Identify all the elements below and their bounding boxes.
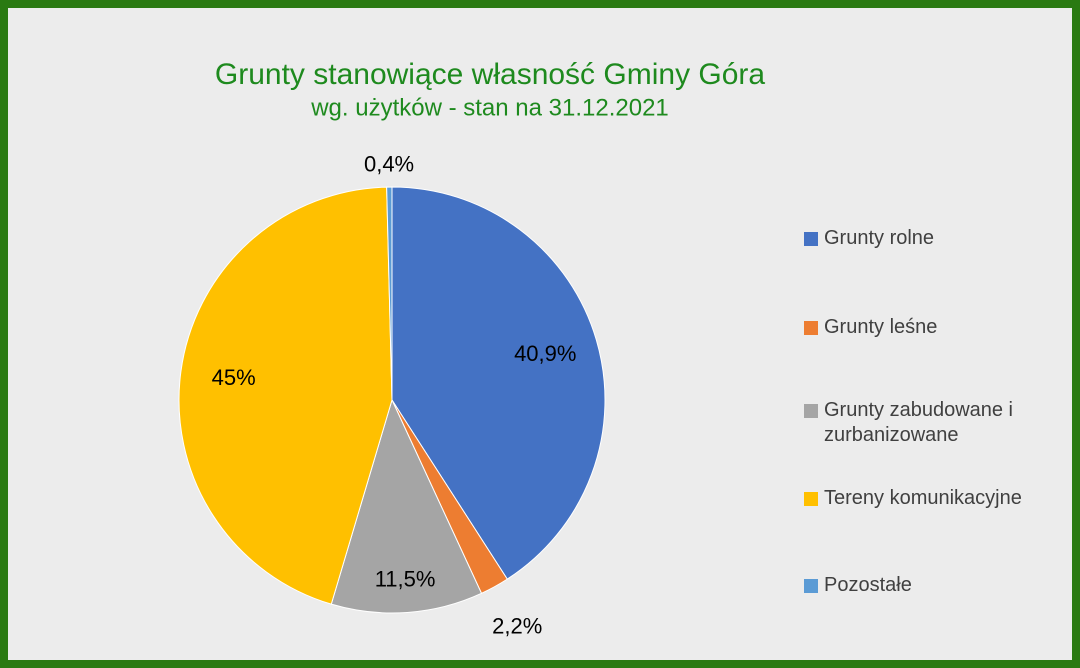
data-label: 2,2% (492, 614, 542, 639)
data-label: 40,9% (514, 341, 576, 366)
legend-item: Grunty zabudowane i zurbanizowane (804, 398, 1074, 448)
pie-slice (386, 186, 393, 401)
chart: Grunty stanowiące własność Gminy Góra wg… (178, 58, 766, 639)
legend-item: Grunty leśne (804, 315, 1074, 340)
legend-swatch (804, 579, 818, 593)
legend-label: Grunty rolne (824, 227, 935, 249)
legend-swatch (804, 404, 818, 418)
legend-swatch (804, 232, 818, 246)
data-label: 45% (212, 365, 256, 390)
legend-label: Pozostałe (824, 574, 912, 596)
chart-title: Grunty stanowiące własność Gminy Góra (215, 58, 766, 91)
legend-label: Grunty leśne (824, 316, 938, 338)
pie-slice (330, 398, 483, 614)
chart-subtitle: wg. użytków - stan na 31.12.2021 (310, 94, 669, 121)
data-label: 11,5% (375, 566, 436, 591)
data-label: 0,4% (364, 152, 414, 177)
legend-item: Tereny komunikacyjne (804, 486, 1074, 511)
legend-item: Pozostałe (804, 573, 1074, 598)
pie-slice (391, 186, 606, 580)
legend-label: Grunty zabudowane i zurbanizowane (824, 399, 1014, 446)
legend-item: Grunty rolne (804, 226, 1074, 251)
pie-slice (178, 186, 393, 605)
legend-swatch (804, 321, 818, 335)
legend-label: Tereny komunikacyjne (824, 487, 1022, 509)
legend-swatch (804, 492, 818, 506)
